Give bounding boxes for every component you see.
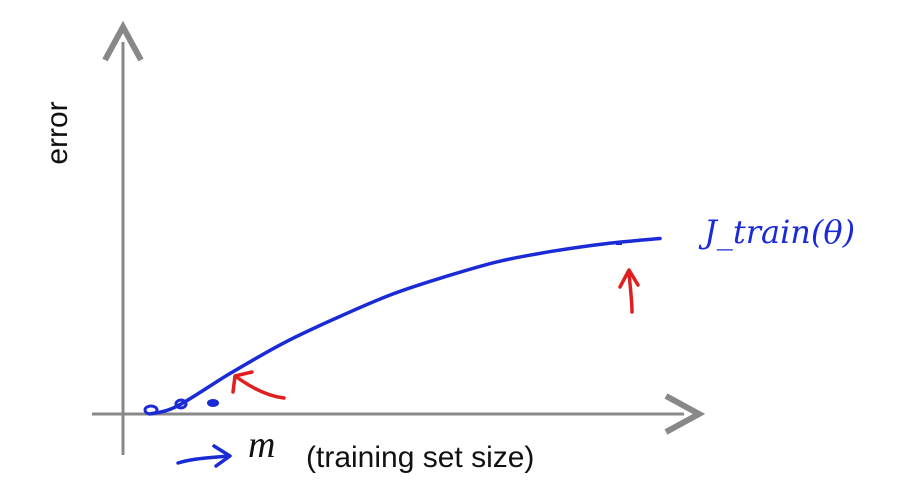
annotation-layer: [143, 241, 640, 468]
annotation-arrowhead-large-m: [618, 268, 640, 289]
annotation-arrow-small-m: [236, 376, 286, 400]
x-axis-symbol: m: [248, 424, 276, 466]
data-point: [207, 399, 219, 407]
annotation-arrow-large-m: [627, 270, 634, 314]
series-line-0: [148, 236, 662, 416]
data-point: [143, 404, 159, 416]
annotation-arrowhead-m: [212, 444, 232, 468]
data-point: [174, 398, 188, 410]
x-axis-label: (training set size): [306, 441, 535, 474]
data-point: [616, 241, 622, 245]
annotation-arrowhead-small-m: [231, 370, 254, 394]
series-layer: [148, 236, 662, 416]
annotation-arrow-m: [176, 454, 230, 465]
y-axis-label: error: [41, 101, 74, 165]
series-label-jtrain: J_train(θ): [704, 213, 856, 251]
